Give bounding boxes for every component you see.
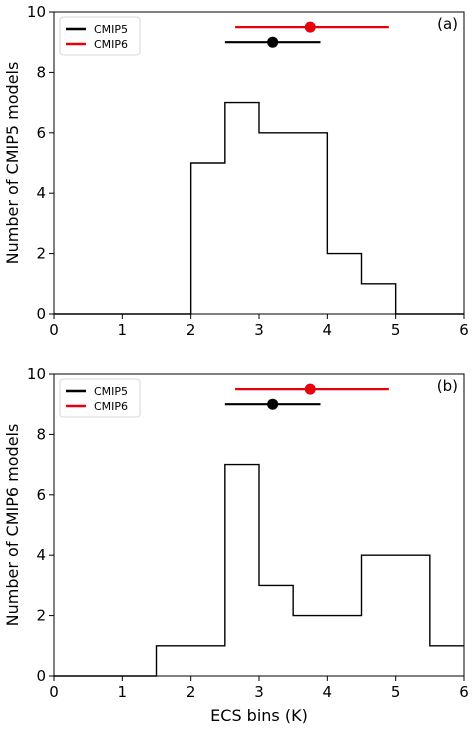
y-tick-label: 4: [36, 546, 46, 564]
y-axis-title: Number of CMIP5 models: [3, 62, 22, 265]
panel-label: (a): [437, 15, 458, 33]
x-tick-label: 4: [323, 321, 333, 339]
x-tick-label: 4: [323, 683, 333, 701]
mean-point-cmip5: [267, 36, 279, 48]
legend-label-cmip5: CMIP5: [94, 23, 128, 36]
legend-label-cmip6: CMIP6: [94, 400, 128, 413]
y-tick-label: 10: [27, 3, 46, 21]
x-axis-title: ECS bins (K): [210, 706, 308, 725]
x-tick-label: 0: [49, 321, 59, 339]
mean-point-cmip6: [304, 383, 316, 395]
x-tick-label: 5: [391, 683, 401, 701]
legend-box: [59, 16, 141, 56]
x-tick-label: 2: [186, 321, 196, 339]
panel-a: 0 1 2 3 4 5 6 0 2 4 6 8 10 Number of CMIP5 models (a) C…: [3, 3, 469, 339]
y-tick-label: 8: [36, 63, 46, 81]
x-tick-label: 2: [186, 683, 196, 701]
panel-b: 0 1 2 3 4 5 6 0 2 4 6 8 10 Number of CMIP6 models ECS …: [3, 365, 469, 725]
y-tick-label: 6: [36, 124, 46, 142]
y-tick-label: 0: [36, 305, 46, 323]
x-tick-label: 1: [118, 683, 128, 701]
y-tick-label: 4: [36, 184, 46, 202]
y-tick-label: 6: [36, 486, 46, 504]
legend-box: [59, 378, 141, 418]
legend-label-cmip5: CMIP5: [94, 385, 128, 398]
panel-label: (b): [437, 377, 458, 395]
x-tick-label: 6: [459, 683, 469, 701]
y-axis-title: Number of CMIP6 models: [3, 424, 22, 627]
y-tick-label: 2: [36, 607, 46, 625]
legend-label-cmip6: CMIP6: [94, 38, 128, 51]
x-tick-label: 3: [254, 683, 264, 701]
y-tick-label: 8: [36, 425, 46, 443]
x-tick-label: 0: [49, 683, 59, 701]
y-tick-label: 0: [36, 667, 46, 685]
mean-point-cmip5: [267, 398, 279, 410]
y-tick-label: 10: [27, 365, 46, 383]
mean-point-cmip6: [304, 21, 316, 33]
x-tick-label: 3: [254, 321, 264, 339]
x-tick-label: 1: [118, 321, 128, 339]
x-tick-label: 5: [391, 321, 401, 339]
x-tick-label: 6: [459, 321, 469, 339]
y-tick-label: 2: [36, 245, 46, 263]
